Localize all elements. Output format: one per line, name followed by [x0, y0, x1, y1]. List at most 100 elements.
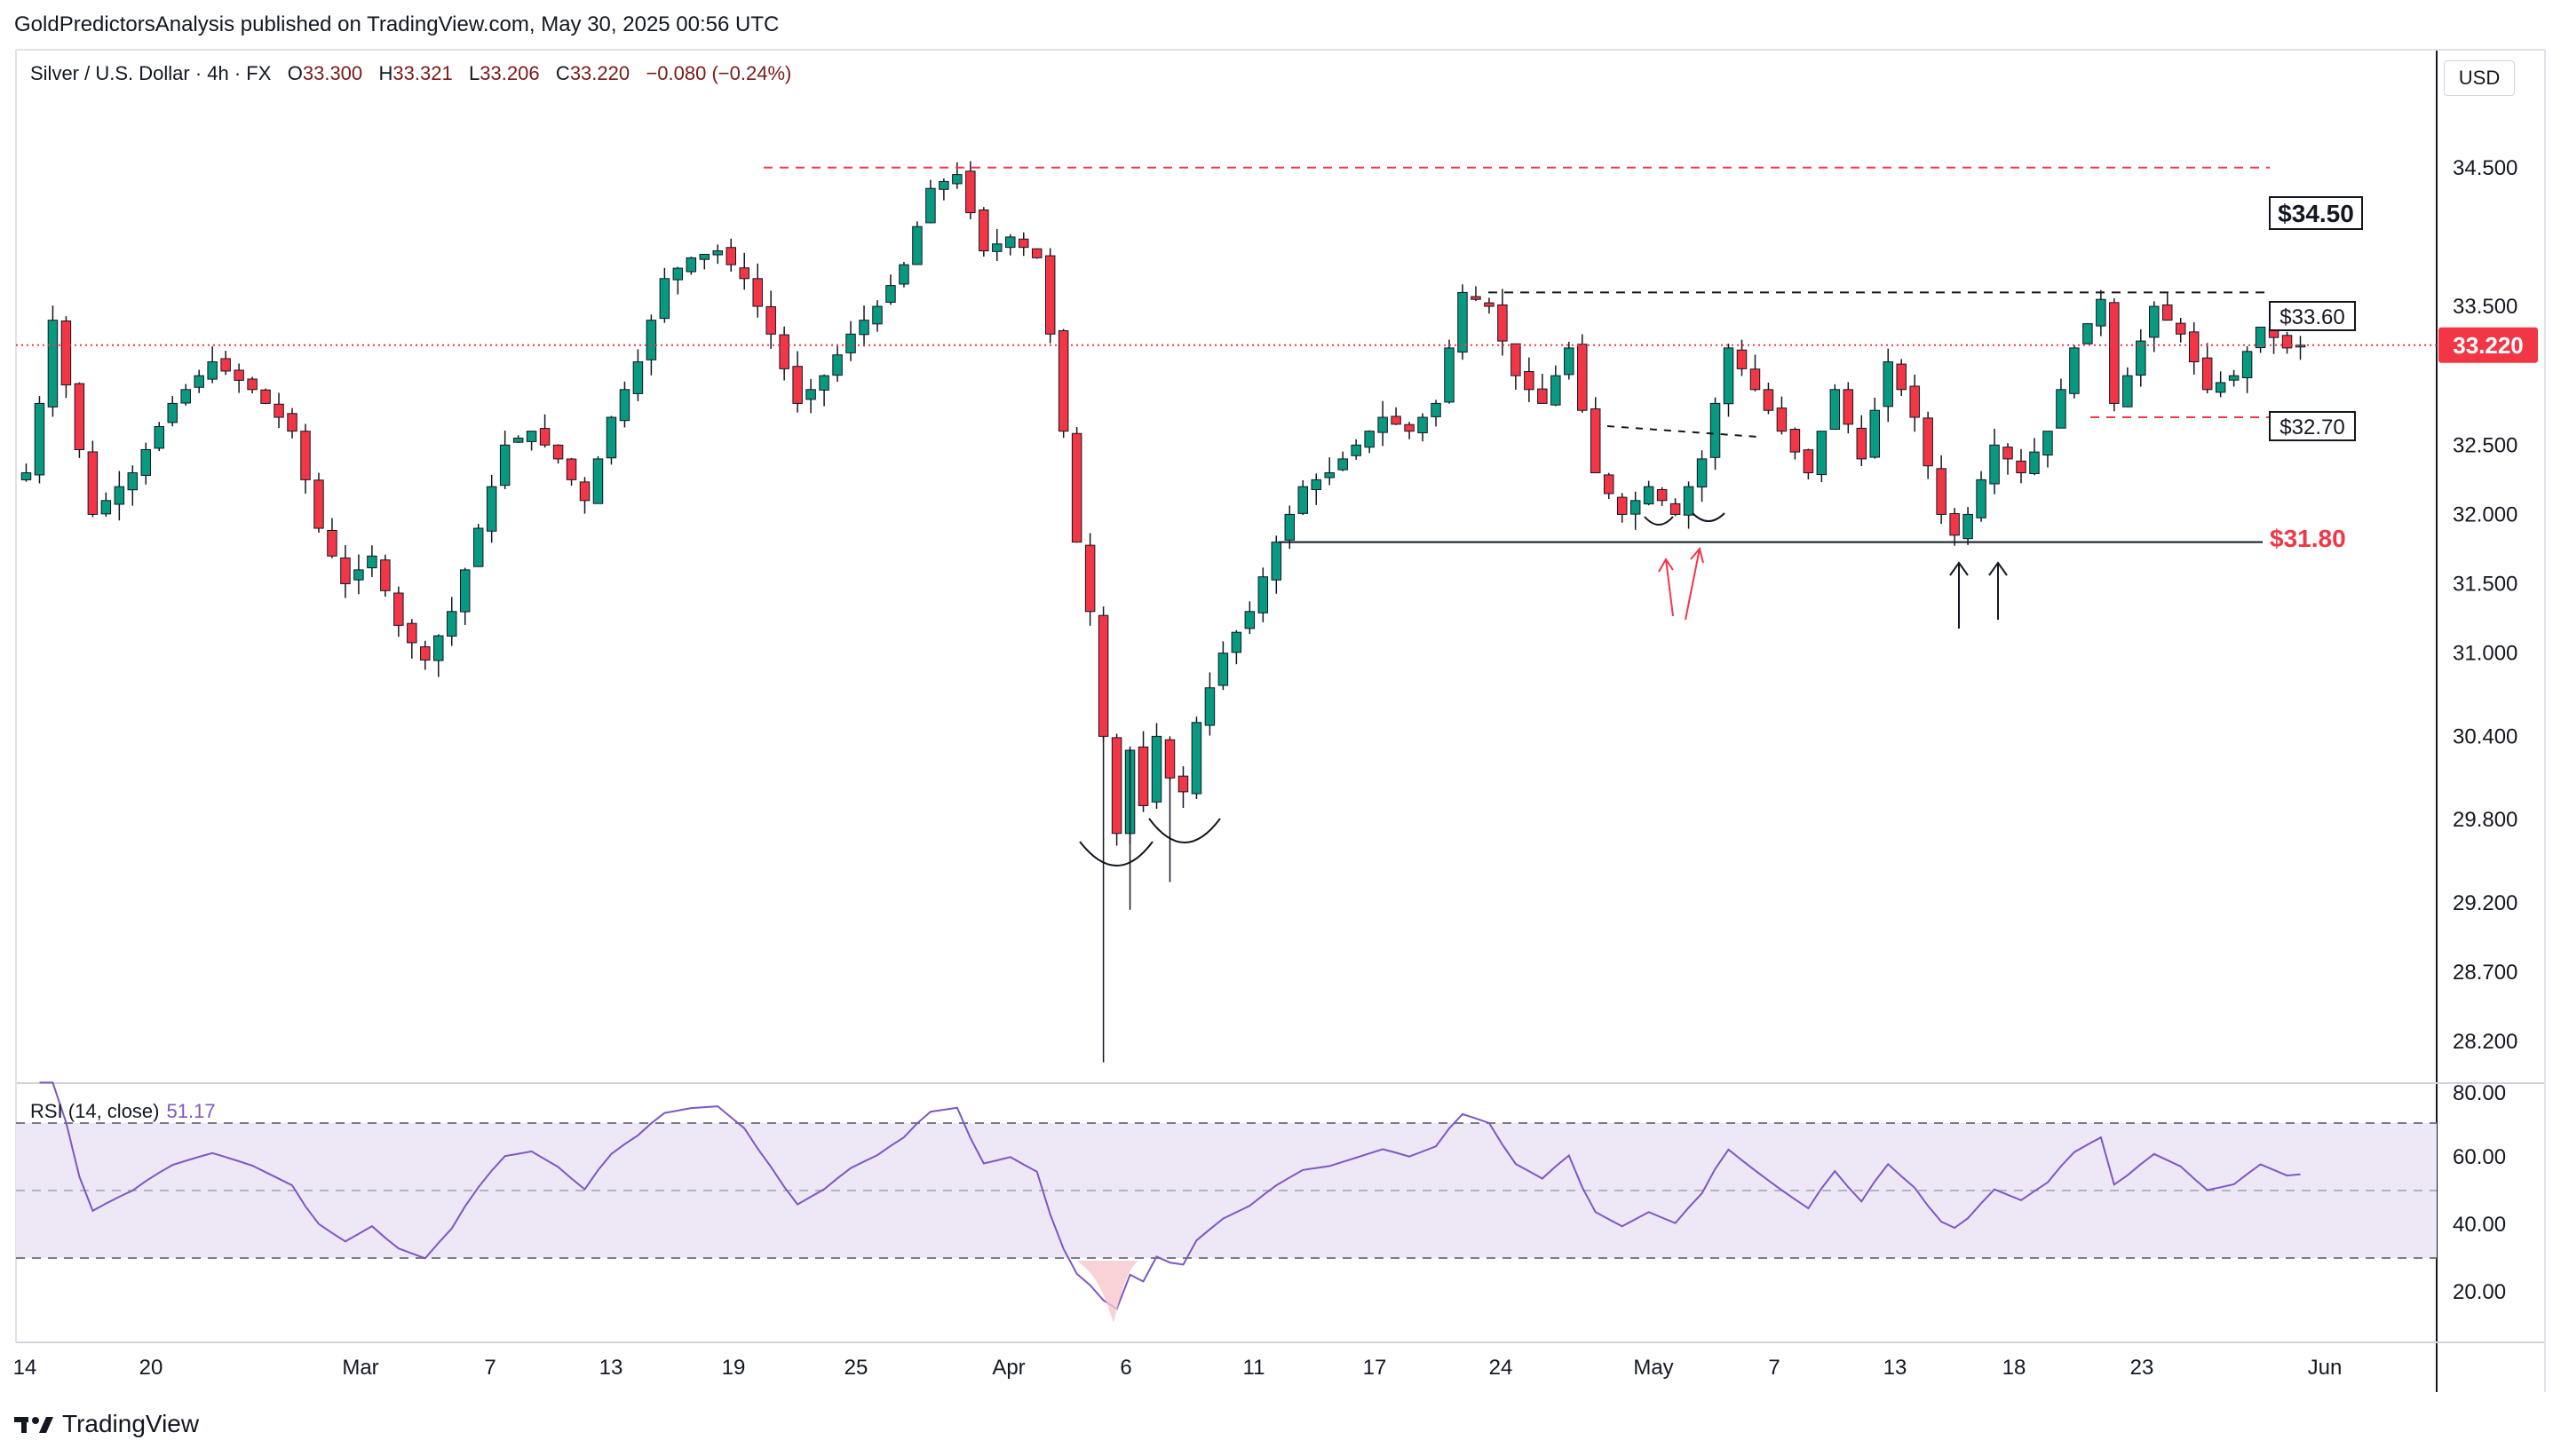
time-tick-label: 7 — [1768, 1356, 1780, 1380]
candle-body — [1311, 479, 1321, 491]
price-tick-label: 29.200 — [2453, 891, 2517, 915]
candle-body — [1896, 363, 1907, 391]
arrow-icon — [1988, 561, 2008, 620]
candle-body — [939, 180, 949, 190]
candle-body — [459, 569, 471, 613]
price-tick-label: 31.000 — [2453, 642, 2517, 666]
price-tick-label: 32.000 — [2453, 502, 2517, 526]
candle-body — [1577, 344, 1588, 411]
candle-body — [1164, 739, 1176, 779]
candle-body — [420, 646, 431, 661]
candle-body — [1404, 423, 1415, 432]
candle-body — [2082, 323, 2093, 344]
candle-body — [672, 267, 684, 281]
candle-body — [539, 428, 551, 446]
time-tick-label: 18 — [2002, 1356, 2026, 1380]
candle-body — [1669, 502, 1681, 515]
arrow-icon — [1658, 558, 1674, 617]
candle-body — [1284, 513, 1296, 541]
candle-body — [1803, 449, 1814, 474]
candle-body — [1484, 302, 1495, 307]
candle-body — [1696, 458, 1708, 488]
candle-body — [752, 278, 763, 307]
candle-body — [512, 437, 524, 443]
range-bottom-label: $32.70 — [2280, 415, 2344, 439]
candle-body — [220, 358, 231, 372]
candle-body — [87, 451, 99, 515]
candle-body — [1031, 248, 1043, 258]
currency-button[interactable]: USD — [2444, 60, 2515, 96]
candle-body — [1058, 330, 1069, 432]
candle-body — [2042, 431, 2053, 456]
candle-body — [1816, 431, 1828, 476]
candle-body — [47, 320, 59, 408]
symbol-name[interactable]: Silver / U.S. Dollar · 4h · FX — [30, 62, 272, 84]
candle-body — [1789, 429, 1801, 453]
candle-body — [845, 333, 856, 353]
price-tick-label: 33.500 — [2453, 295, 2517, 319]
candle-body — [819, 375, 829, 391]
open-value: 33.300 — [302, 62, 363, 84]
candle-body — [367, 555, 377, 569]
candle-body — [1138, 746, 1149, 807]
candle-body — [725, 247, 736, 265]
candle-body — [1351, 444, 1361, 456]
rsi-oversold-fill — [1076, 1261, 1138, 1323]
time-tick-label: 20 — [139, 1356, 163, 1380]
candle-body — [486, 486, 497, 532]
candle-body — [300, 431, 311, 480]
candle-body — [60, 320, 72, 386]
candle-body — [1524, 371, 1534, 391]
candle-body — [712, 250, 724, 256]
time-tick-label: 25 — [844, 1356, 868, 1380]
candle-body — [1364, 431, 1375, 448]
high-label: H — [378, 62, 393, 84]
time-tick-label: 13 — [599, 1356, 623, 1380]
candle-body — [1776, 408, 1788, 432]
candle-body — [1537, 388, 1548, 404]
candle-body — [1457, 291, 1468, 353]
neckline[interactable] — [1606, 425, 1759, 438]
candle-body — [353, 569, 364, 581]
candle-body — [1949, 513, 1960, 536]
rsi-legend[interactable]: RSI (14, close) 51.17 — [30, 1100, 216, 1123]
candle-body — [2096, 298, 2106, 327]
candle-body — [74, 383, 85, 450]
candle-body — [1337, 458, 1348, 471]
price-tick-label: 30.400 — [2453, 724, 2517, 748]
candle-body — [1324, 472, 1335, 479]
rsi-tick-label: 80.00 — [2453, 1081, 2506, 1105]
candle-body — [1151, 735, 1162, 803]
candle-body — [1923, 417, 1933, 467]
publisher-line: GoldPredictorsAnalysis published on Trad… — [14, 12, 780, 36]
candle-body — [407, 622, 417, 644]
candle-body — [154, 425, 164, 449]
candle-body — [447, 611, 457, 637]
candle-body — [779, 334, 789, 369]
candle-body — [114, 486, 125, 505]
candle-body — [1257, 576, 1269, 613]
candle-body — [686, 257, 697, 273]
candle-body — [2241, 351, 2253, 379]
candle-body — [552, 444, 564, 460]
brand-name: TradingView — [62, 1410, 200, 1437]
candle-body — [2188, 331, 2200, 363]
time-ticks: 14 20 Mar 7 13 19 25 Apr 6 11 17 24 May 7 13 18 23 Jun — [13, 1356, 2343, 1380]
candle-body — [1723, 347, 1734, 405]
candle-body — [2016, 460, 2026, 474]
candle-body — [194, 375, 204, 388]
candle-body — [2122, 375, 2133, 408]
candle-body — [2109, 302, 2120, 404]
rsi-tick-label: 40.00 — [2453, 1213, 2506, 1237]
candle-body — [2215, 382, 2226, 393]
tradingview-logo[interactable]: TradingView — [14, 1410, 199, 1438]
candle-body — [1564, 347, 1574, 376]
candle-body — [1656, 488, 1668, 502]
candle-body — [832, 354, 843, 376]
last-price-text: 33.220 — [2453, 332, 2524, 359]
time-tick-label: 14 — [13, 1356, 37, 1380]
price-tick-label: 29.800 — [2453, 808, 2517, 832]
candle-body — [992, 243, 1003, 252]
time-tick-label: 19 — [722, 1356, 746, 1380]
